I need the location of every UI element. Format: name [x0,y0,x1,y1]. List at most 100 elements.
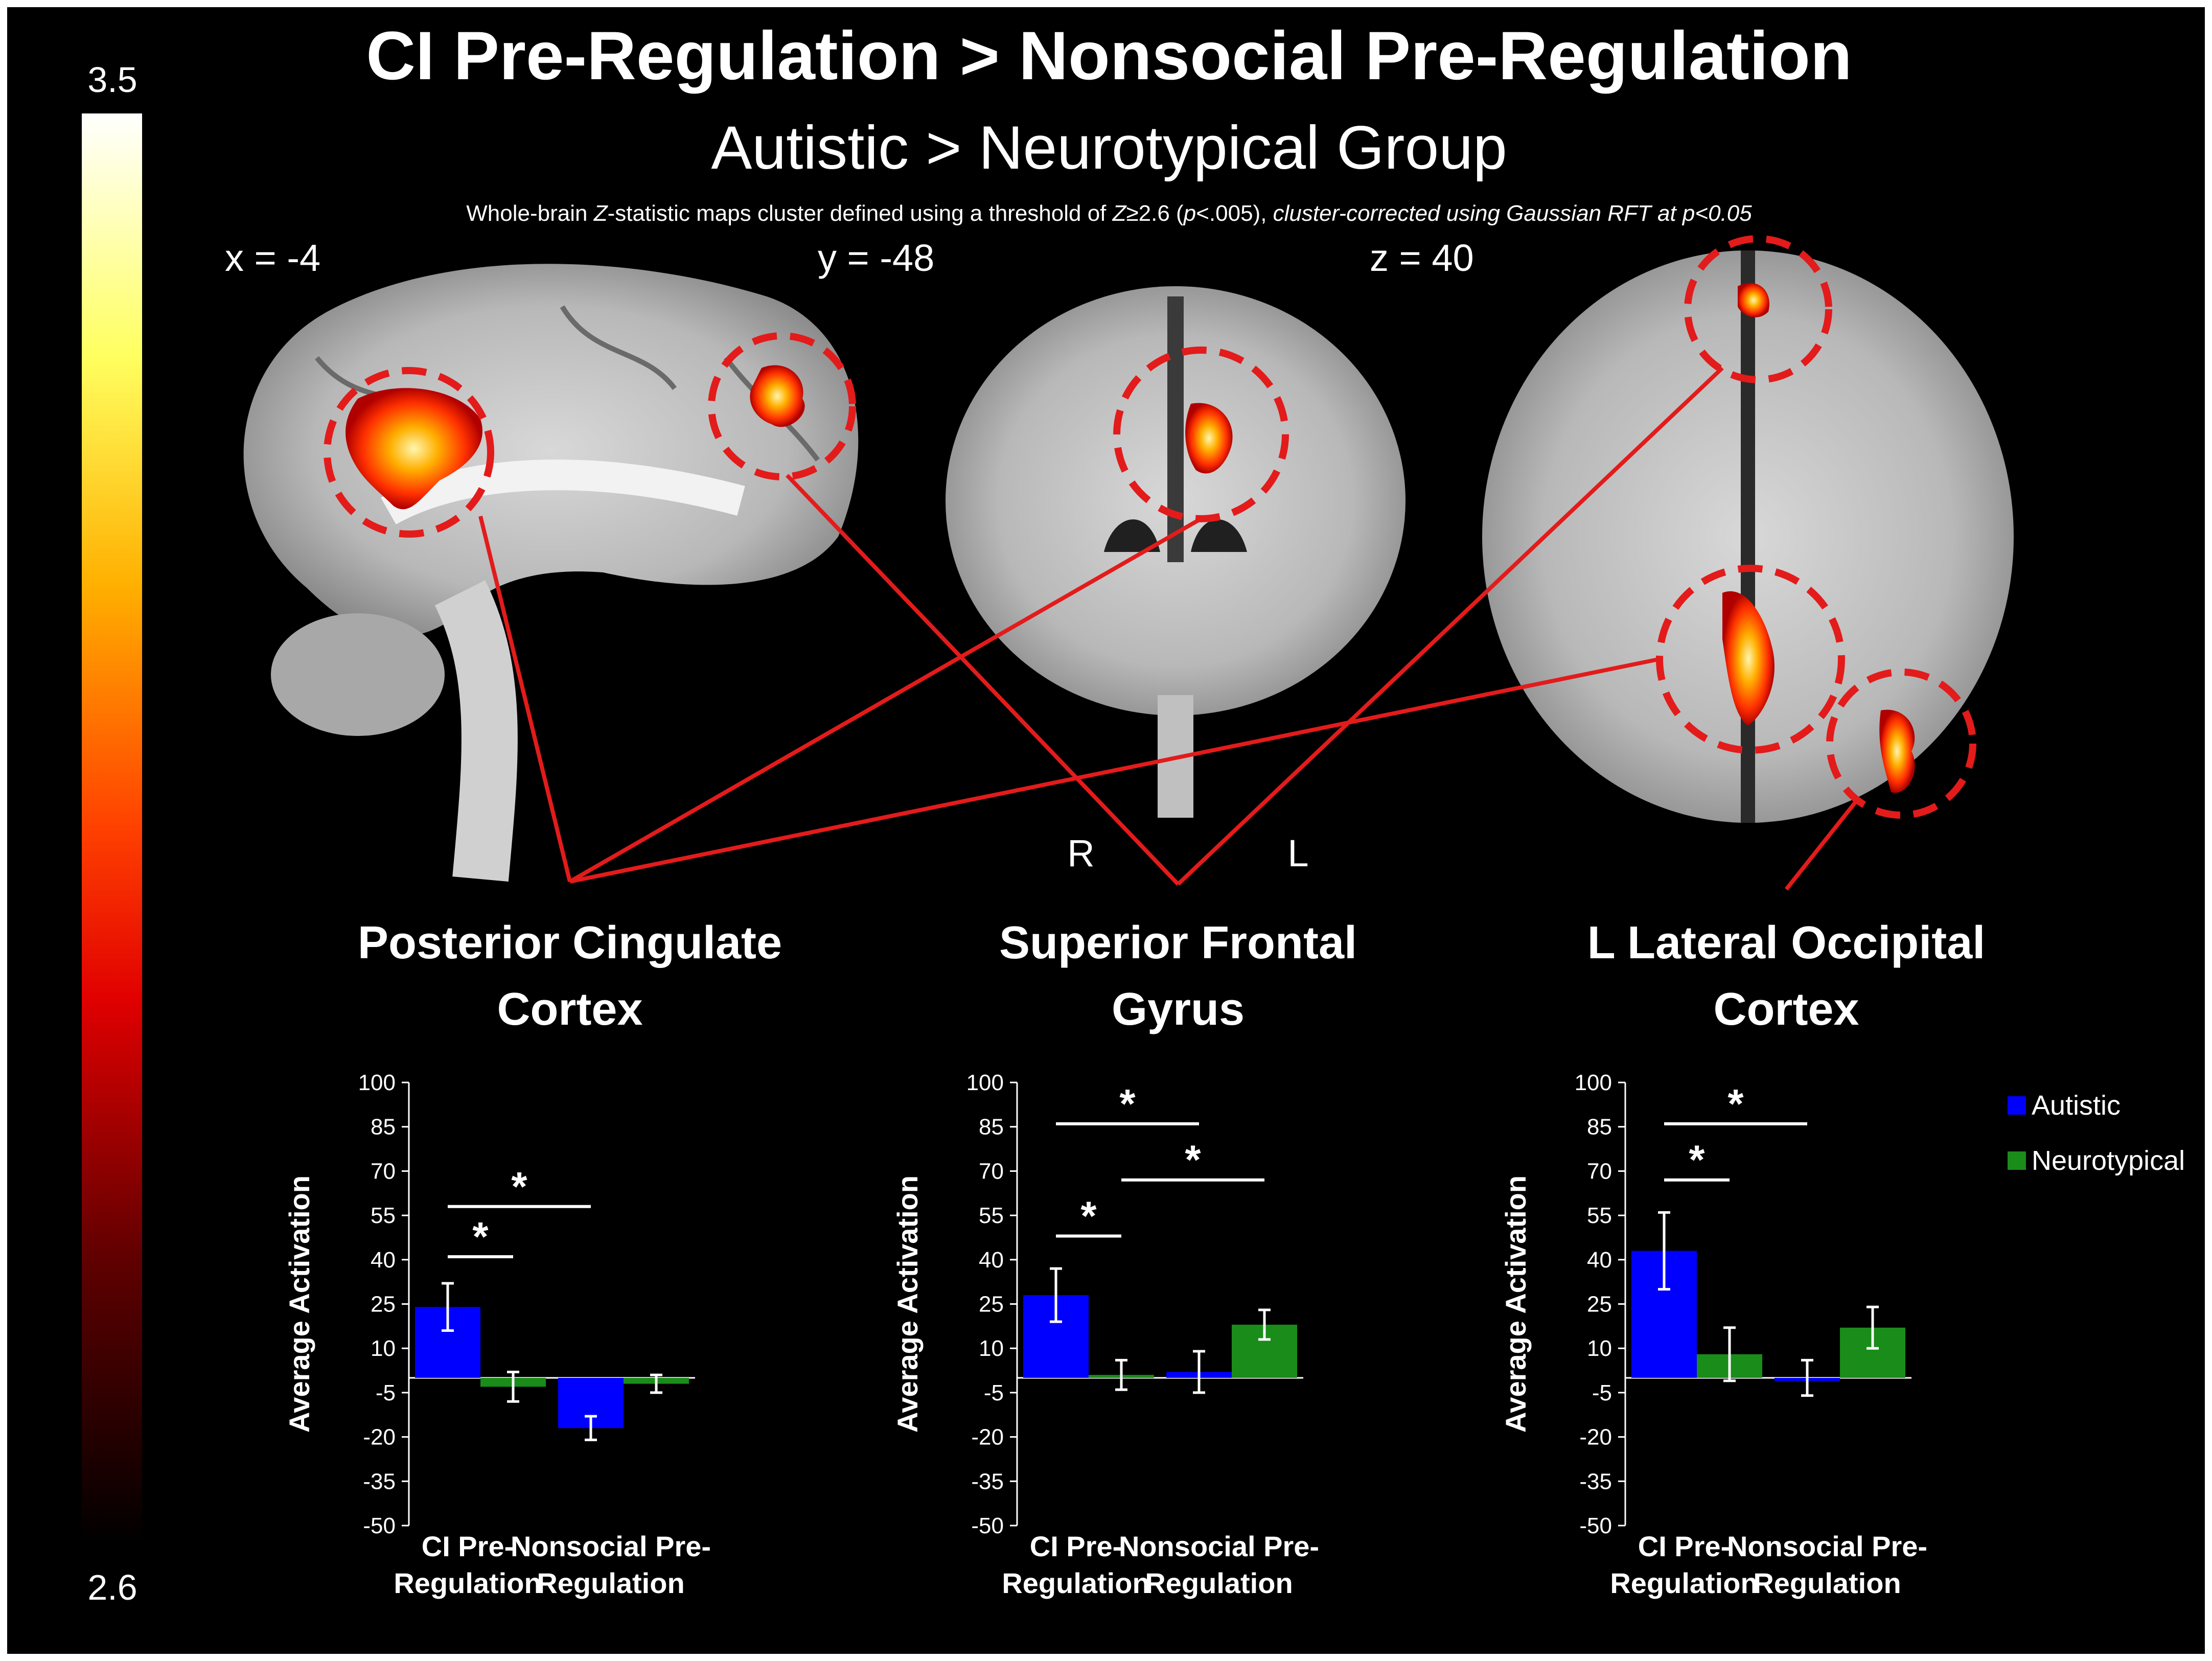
y-tick-label: -5 [1592,1380,1612,1405]
figure-panel [7,7,2205,1654]
y-tick-label: 40 [979,1248,1004,1273]
x-category-label: Regulation [394,1567,541,1599]
figure-title: CI Pre-Regulation > Nonsocial Pre-Regula… [366,18,1852,94]
x-category-label: CI Pre- [1030,1530,1122,1562]
region-title-line: Cortex [1713,984,1859,1035]
cluster-pcc [345,388,482,510]
bar-chart-1: 100 85 70 55 40 25 10 -5 -20 -35 -50 Average Activa… [283,1070,711,1599]
y-tick-label: 55 [371,1203,396,1228]
y-tick-label: 85 [371,1115,396,1140]
caption-segment: Z [1112,201,1127,226]
y-tick-label: 25 [1587,1292,1612,1317]
y-tick-label: 85 [1587,1115,1612,1140]
highlight-circle-sagittal-frontal [708,332,856,480]
highlight-circle-axial-midline [1656,565,1845,754]
caption-segment: <.005), [1196,201,1273,226]
cluster-loc [1879,709,1915,793]
x-category-label: Regulation [1610,1567,1758,1599]
significance-star: * [472,1214,489,1259]
y-tick-label: 55 [1587,1203,1612,1228]
bar-chart-3: 100 85 70 55 40 25 10 -5 -20 -35 -50 Average Activa… [1500,1070,2185,1599]
y-tick-label: -35 [1579,1469,1612,1494]
y-tick-label: 100 [966,1070,1004,1095]
coord-label-axial: z = 40 [1370,237,1474,279]
x-category-label: Nonsocial Pre- [1119,1530,1319,1562]
significance-star: * [1689,1137,1705,1183]
y-tick-label: 40 [371,1248,396,1273]
region-title-line: Posterior Cingulate [358,917,782,968]
region-title-loc: L Lateral Occipital Cortex [1587,917,1986,1035]
cluster-axial-frontal [1738,283,1769,317]
significance-star: * [1727,1081,1744,1126]
caption-segment: -statistic maps cluster defined using a … [608,201,1113,226]
caption-segment: p [1183,201,1196,226]
colorbar [82,113,142,1543]
highlight-circle-loc [1826,668,1976,819]
x-category-label: Nonsocial Pre- [1727,1530,1927,1562]
x-category-label: Regulation [537,1567,684,1599]
y-tick-label: 70 [979,1159,1004,1184]
region-title-line: Cortex [497,984,642,1035]
significance-star: * [511,1164,527,1209]
y-tick-label: 70 [1587,1159,1612,1184]
y-axis-label: Average Activation [891,1175,924,1433]
y-tick-label: -5 [376,1380,396,1405]
legend-label-autistic: Autistic [2032,1090,2121,1121]
y-tick-label: 55 [979,1203,1004,1228]
y-tick-label: 100 [1575,1070,1612,1095]
y-tick-label: -5 [984,1380,1004,1405]
y-tick-label: -50 [363,1513,396,1538]
highlight-circle-axial-frontal [1684,235,1832,383]
region-title-sfg: Superior Frontal Gyrus [999,917,1357,1035]
sagittal-brain-slice [243,264,859,882]
region-title-pcc: Posterior Cingulate Cortex [358,917,782,1035]
cluster-axial-midline [1722,591,1775,726]
coronal-brain-slice [946,286,1405,818]
colorbar-min-label: 2.6 [87,1567,137,1607]
y-tick-label: -50 [971,1513,1004,1538]
significance-star: * [1080,1193,1097,1239]
x-category-label: Regulation [1753,1567,1901,1599]
figure-subtitle: Autistic > Neurotypical Group [711,113,1507,182]
caption-segment: ≥2.6 ( [1126,201,1184,226]
legend-label-neurotypical: Neurotypical [2032,1145,2185,1176]
activation-clusters [345,283,1915,793]
x-category-label: CI Pre- [1638,1530,1731,1562]
coord-label-coronal: y = -48 [818,237,934,279]
legend: Autistic Neurotypical [2008,1090,2185,1176]
x-category-label: Regulation [1145,1567,1293,1599]
y-tick-label: 10 [979,1336,1004,1361]
y-tick-label: 25 [371,1292,396,1317]
y-tick-label: -20 [971,1425,1004,1450]
x-category-label: CI Pre- [422,1530,514,1562]
highlight-circles [324,235,1976,819]
cluster-sagittal-frontal [750,365,805,427]
orientation-label-right: R [1067,832,1094,874]
region-title-line: L Lateral Occipital [1587,917,1986,968]
y-tick-label: -35 [363,1469,396,1494]
legend-swatch-autistic [2008,1096,2026,1115]
connector-lines [478,366,1857,891]
highlight-circle-pcc [324,367,494,538]
caption-segment: Whole-brain [466,201,593,226]
y-tick-label: 70 [371,1159,396,1184]
bar-chart-2: 100 85 70 55 40 25 10 -5 -20 -35 -50 Average Activa… [891,1070,1319,1599]
y-tick-label: 100 [358,1070,396,1095]
y-tick-label: 85 [979,1115,1004,1140]
y-tick-label: -20 [1579,1425,1612,1450]
cluster-sfg [1185,403,1233,474]
y-tick-label: 10 [371,1336,396,1361]
y-tick-label: 25 [979,1292,1004,1317]
y-tick-label: -20 [363,1425,396,1450]
x-category-label: Nonsocial Pre- [511,1530,711,1562]
colorbar-max-label: 3.5 [87,60,137,100]
axial-brain-slice [1482,250,2014,823]
y-tick-label: 10 [1587,1336,1612,1361]
x-category-label: Regulation [1002,1567,1149,1599]
y-tick-label: -50 [1579,1513,1612,1538]
region-title-line: Gyrus [1112,984,1245,1035]
bar-charts: 100 85 70 55 40 25 10 -5 -20 -35 -50 Average Activa… [283,1070,2185,1599]
coord-label-sagittal: x = -4 [225,237,320,279]
